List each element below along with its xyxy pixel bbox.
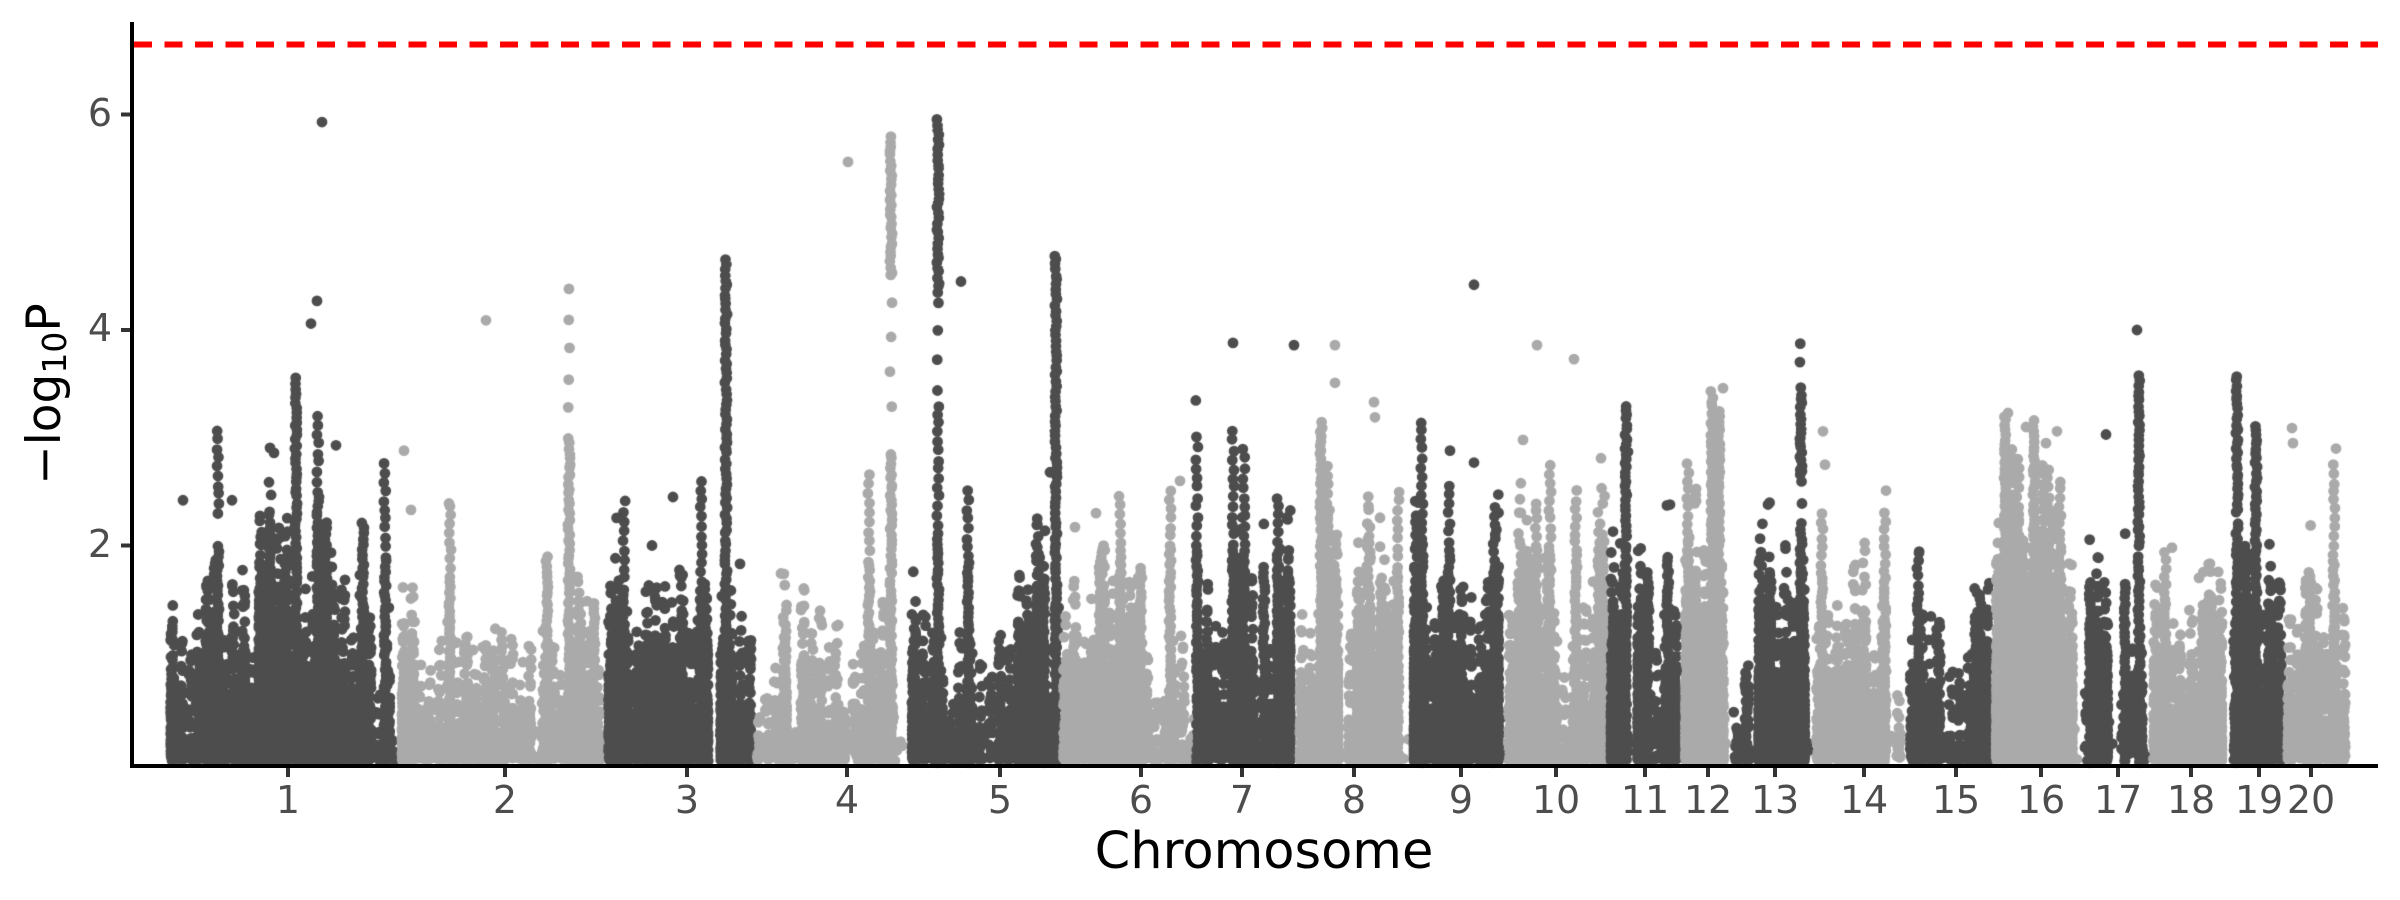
x-tick-label: 4 [834, 778, 860, 822]
x-tick-label: 9 [1448, 778, 1474, 822]
x-tick-label: 2 [492, 778, 518, 822]
x-tick-label: 12 [1683, 778, 1733, 822]
y-tick-label: 4 [87, 306, 112, 350]
x-tick-label: 17 [2093, 778, 2143, 822]
x-tick-label: 20 [2286, 778, 2336, 822]
x-tick-label: 18 [2166, 778, 2216, 822]
x-tick-label: 15 [1931, 778, 1981, 822]
x-tick-label: 10 [1531, 778, 1581, 822]
x-tick-label: 13 [1750, 778, 1800, 822]
x-tick-label: 7 [1229, 778, 1255, 822]
x-axis-label: Chromosome [1094, 822, 1434, 881]
y-axis-label: −log10P [17, 264, 74, 524]
x-tick-label: 19 [2234, 778, 2284, 822]
x-tick-label: 1 [275, 778, 301, 822]
x-tick-label: 6 [1128, 778, 1154, 822]
x-tick-label: 3 [674, 778, 700, 822]
x-tick-label: 14 [1839, 778, 1889, 822]
y-axis-label-prefix: −log [17, 373, 72, 485]
x-tick-label: 8 [1341, 778, 1367, 822]
y-tick-label: 2 [87, 521, 112, 566]
x-tick-label: 5 [987, 778, 1013, 822]
x-tick-label: 11 [1620, 778, 1670, 822]
x-tick-label: 16 [2016, 778, 2066, 822]
y-tick-label: 6 [87, 90, 112, 135]
